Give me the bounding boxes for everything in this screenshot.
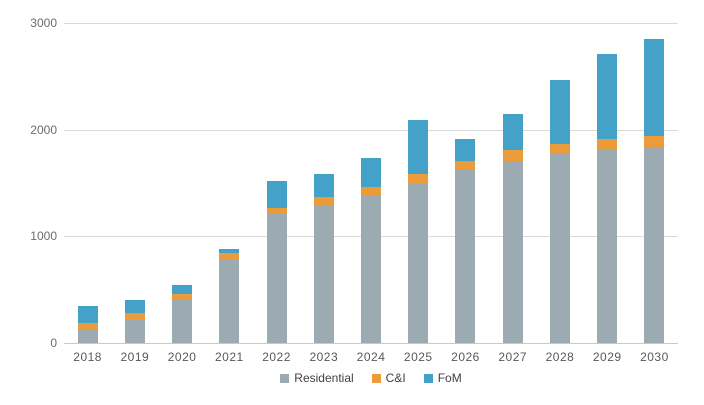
x-tick-label-2025: 2025 — [403, 350, 433, 364]
bar-segment-residential-2018 — [77, 329, 98, 343]
x-tick-label-2030: 2030 — [640, 350, 669, 364]
bar-segment-fom-2028 — [549, 80, 570, 145]
stacked-bar-2025 — [408, 120, 429, 343]
y-tick-label-0: 0 — [50, 336, 57, 350]
x-tick-label-2023: 2023 — [309, 350, 339, 364]
bar-segment-residential-2026 — [455, 169, 476, 343]
bar-column-2023 — [300, 23, 347, 343]
x-tick-label-2028: 2028 — [545, 350, 575, 364]
y-tick-label-3000: 3000 — [30, 16, 57, 30]
bar-segment-fom-2025 — [408, 120, 429, 174]
bar-segment-ci-2019 — [124, 313, 145, 320]
x-axis-tick-labels: 2018 2019 2020 2021 2022 2023 2024 2025 2026 2027… — [64, 350, 678, 364]
bar-column-2019 — [111, 23, 158, 343]
bar-segment-ci-2028 — [549, 144, 570, 155]
bar-segment-residential-2020 — [172, 299, 193, 343]
stacked-bar-2030 — [644, 39, 665, 343]
stacked-bar-2021 — [219, 248, 240, 343]
y-tick-label-2000: 2000 — [30, 122, 57, 137]
bar-column-2025 — [395, 23, 442, 343]
legend-swatch-icon — [371, 373, 381, 383]
bar-segment-residential-2021 — [219, 258, 240, 343]
stacked-bar-2023 — [313, 173, 334, 343]
bar-segment-residential-2019 — [124, 319, 145, 343]
bar-segment-ci-2024 — [361, 187, 382, 196]
y-tick-label-1000: 1000 — [30, 229, 57, 244]
bar-segment-residential-2025 — [408, 183, 429, 343]
bar-segment-residential-2022 — [266, 213, 287, 343]
bar-segment-ci-2027 — [502, 150, 523, 161]
bar-column-2027 — [489, 23, 536, 343]
legend-swatch-icon — [423, 373, 433, 383]
bar-column-2024 — [347, 23, 394, 343]
gridline-2000 — [64, 129, 678, 131]
bar-segment-residential-2023 — [313, 205, 334, 343]
bar-segment-ci-2022 — [266, 207, 287, 214]
x-tick-label-2029: 2029 — [592, 350, 622, 364]
bar-segment-fom-2023 — [313, 173, 334, 198]
legend: Residential C&I FoM — [64, 371, 678, 385]
legend-label: C&I — [385, 371, 406, 385]
bar-segment-ci-2025 — [408, 173, 429, 183]
plot-area — [64, 23, 678, 343]
bar-segment-ci-2020 — [172, 294, 193, 300]
bar-segment-fom-2018 — [77, 305, 98, 323]
stacked-bar-2026 — [455, 139, 476, 343]
legend-label: Residential — [294, 371, 354, 385]
bar-segment-fom-2029 — [597, 53, 618, 140]
bar-column-2021 — [206, 23, 253, 343]
bar-segment-fom-2019 — [124, 300, 145, 314]
bars-group — [64, 23, 678, 343]
x-tick-label-2027: 2027 — [498, 350, 528, 364]
bar-segment-fom-2024 — [361, 158, 382, 188]
stacked-bar-2024 — [361, 158, 382, 343]
legend-label: FoM — [437, 371, 462, 385]
bar-segment-residential-2024 — [361, 195, 382, 343]
bar-segment-ci-2029 — [597, 139, 618, 150]
bar-column-2030 — [631, 23, 678, 343]
x-tick-label-2026: 2026 — [451, 350, 480, 364]
x-tick-label-2024: 2024 — [356, 350, 386, 364]
legend-item-ci: C&I — [371, 371, 406, 385]
x-axis-line — [64, 343, 678, 344]
bar-segment-residential-2027 — [502, 160, 523, 343]
legend-item-residential: Residential — [280, 371, 354, 385]
bar-column-2029 — [584, 23, 631, 343]
stacked-bar-2018 — [77, 305, 98, 343]
bar-segment-ci-2030 — [644, 136, 665, 147]
legend-item-fom: FoM — [423, 371, 462, 385]
bar-segment-ci-2026 — [455, 160, 476, 170]
stacked-bar-2020 — [172, 284, 193, 343]
bar-segment-residential-2028 — [549, 154, 570, 343]
x-tick-label-2018: 2018 — [73, 350, 102, 364]
bar-segment-fom-2030 — [644, 39, 665, 137]
stacked-bar-2029 — [597, 53, 618, 343]
bar-column-2022 — [253, 23, 300, 343]
bar-segment-fom-2027 — [502, 113, 523, 151]
bar-segment-fom-2021 — [219, 248, 240, 253]
bar-segment-fom-2020 — [172, 284, 193, 295]
bar-segment-residential-2030 — [644, 146, 665, 343]
bar-segment-fom-2026 — [455, 139, 476, 161]
bar-segment-ci-2021 — [219, 252, 240, 259]
stacked-bar-2028 — [549, 80, 570, 343]
bar-segment-fom-2022 — [266, 181, 287, 208]
x-tick-label-2019: 2019 — [120, 350, 150, 364]
bar-segment-residential-2029 — [597, 149, 618, 343]
x-tick-label-2020: 2020 — [167, 350, 197, 364]
bar-column-2028 — [536, 23, 583, 343]
stacked-bar-2022 — [266, 181, 287, 343]
x-tick-label-2021: 2021 — [214, 350, 244, 364]
bar-column-2026 — [442, 23, 489, 343]
bar-column-2020 — [158, 23, 205, 343]
x-tick-label-2022: 2022 — [262, 350, 291, 364]
bar-segment-ci-2018 — [77, 322, 98, 330]
stacked-bar-2019 — [124, 300, 145, 343]
stacked-bar-2027 — [502, 113, 523, 343]
legend-swatch-icon — [280, 373, 290, 383]
bar-column-2018 — [64, 23, 111, 343]
bar-segment-ci-2023 — [313, 197, 334, 206]
gridline-3000 — [64, 23, 678, 24]
